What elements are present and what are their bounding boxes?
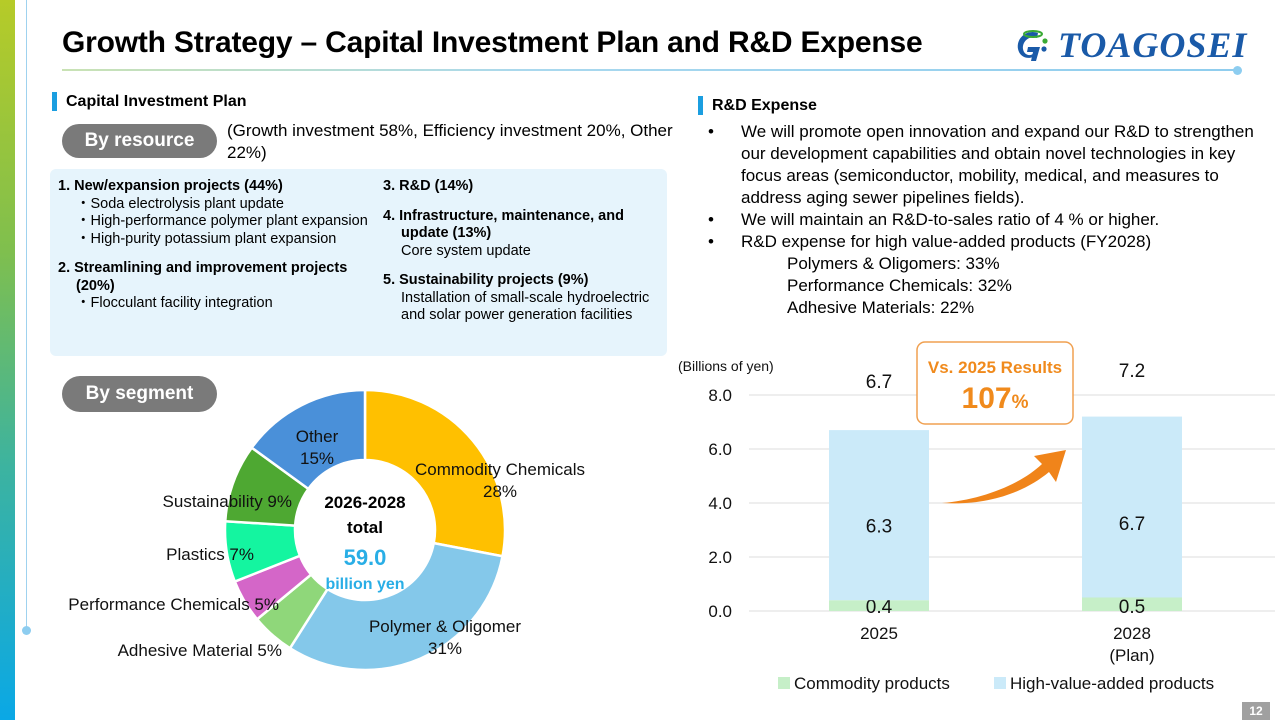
donut-label: Commodity Chemicals (415, 460, 585, 479)
resource-column-left: 1. New/expansion projects (44%) ・Soda ele… (58, 178, 378, 325)
bullet-icon: • (708, 232, 714, 251)
rd-bullet: • We will promote open innovation and exp… (704, 121, 1279, 209)
title-underline (62, 69, 1238, 71)
y-tick-label: 6.0 (708, 440, 732, 459)
donut-value-label: 31% (428, 639, 462, 658)
resource-item: 3. R&D (14%) (383, 178, 663, 196)
donut-label: Adhesive Material 5% (118, 641, 282, 660)
logo-mark-icon (1012, 25, 1058, 65)
y-tick-label: 8.0 (708, 386, 732, 405)
rd-bullet-list: • We will promote open innovation and exp… (704, 121, 1279, 319)
donut-value-label: 15% (300, 449, 334, 468)
resource-item-detail: ・Soda electrolysis plant update (76, 195, 284, 212)
logo-text: TOAGOSEI (1058, 25, 1248, 65)
donut-center-unit: billion yen (325, 576, 404, 593)
resource-details-box: 1. New/expansion projects (44%) ・Soda ele… (50, 169, 667, 356)
page-title: Growth Strategy – Capital Investment Pla… (62, 26, 923, 59)
decorative-dot (22, 626, 31, 635)
annotation-title: Vs. 2025 Results (928, 358, 1062, 377)
y-tick-label: 2.0 (708, 548, 732, 567)
heading-accent-bar (52, 92, 57, 111)
rd-bullet-text: We will promote open innovation and expa… (741, 122, 1254, 207)
rd-bullet-text: We will maintain an R&D-to-sales ratio o… (741, 210, 1160, 229)
donut-slice-other (249, 388, 367, 491)
resource-item-detail: Core system update (401, 242, 531, 259)
capital-section-title: Capital Investment Plan (66, 92, 247, 110)
donut-label: Sustainability 9% (163, 492, 292, 511)
bar-value-label: 0.4 (866, 597, 893, 618)
resource-item-detail: ・High-purity potassium plant expansion (76, 230, 337, 247)
resource-item-detail: Installation of small-scale hydroelectri… (401, 289, 650, 324)
rd-bullet-text: R&D expense for high value-added product… (741, 232, 1152, 251)
donut-label: Performance Chemicals 5% (68, 595, 279, 614)
bar-value-label: 6.7 (1119, 514, 1145, 535)
donut-slice-polymer-oligomer (288, 541, 504, 672)
growth-annotation-box (916, 341, 1074, 425)
rd-sub-item: Adhesive Materials: 22% (787, 298, 975, 317)
rd-sub-item: Polymers & Oligomers: 33% (787, 254, 1000, 273)
bar-high-value-2028 (1082, 416, 1182, 598)
rd-bullet: • We will maintain an R&D-to-sales ratio … (704, 209, 1279, 231)
segment-donut-chart: Commodity Chemicals 28% Polymer & Oligomer… (68, 388, 585, 672)
rd-section-heading: R&D Expense (698, 96, 817, 115)
y-tick-label: 4.0 (708, 494, 732, 513)
by-resource-pill: By resource (62, 124, 217, 158)
resource-item-heading: 2. Streamlining and improvement projects… (58, 260, 348, 294)
bar-total-label: 7.2 (1119, 361, 1145, 382)
resource-column-right: 3. R&D (14%) 4. Infrastructure, maintenan… (383, 178, 663, 337)
donut-label: Polymer & Oligomer (369, 617, 521, 636)
donut-center-period: 2026-2028 (324, 493, 405, 512)
decorative-vertical-line (26, 0, 27, 630)
rd-bullet: • R&D expense for high value-added produc… (704, 231, 1279, 253)
resource-item-detail: ・High-performance polymer plant expansio… (76, 213, 368, 229)
resource-item: 5. Sustainability projects (9%) Installat… (383, 272, 663, 325)
by-segment-pill: By segment (62, 376, 217, 412)
rd-section-title: R&D Expense (712, 96, 817, 114)
growth-arrow-icon (942, 450, 1066, 504)
bar-commodity-2025 (829, 600, 929, 611)
bar-value-label: 6.3 (866, 517, 892, 538)
bar-total-label: 6.7 (866, 372, 892, 393)
legend-swatch (994, 677, 1006, 689)
bullet-icon: • (708, 210, 714, 229)
resource-item: 2. Streamlining and improvement projects… (58, 260, 378, 313)
heading-accent-bar (698, 96, 703, 115)
bullet-icon: • (708, 122, 714, 141)
resource-item-heading: 5. Sustainability projects (9%) (383, 272, 589, 288)
resource-item-heading: 4. Infrastructure, maintenance, and upda… (383, 207, 624, 242)
y-axis-unit-label: (Billions of yen) (678, 358, 774, 374)
legend-label: High-value-added products (1010, 674, 1214, 693)
resource-breakdown-note: (Growth investment 58%, Efficiency inves… (227, 121, 673, 162)
x-category-label: 2025 (860, 624, 898, 643)
left-accent-stripe (0, 0, 15, 720)
donut-value-label: 28% (483, 482, 517, 501)
resource-item: 4. Infrastructure, maintenance, and upda… (383, 208, 663, 261)
page-number: 12 (1242, 702, 1270, 720)
bar-value-label: 0.5 (1119, 597, 1145, 618)
title-underline-dot (1233, 66, 1242, 75)
annotation-value: 107% (962, 382, 1029, 415)
legend-label: Commodity products (794, 674, 950, 693)
resource-item-detail: ・Flocculant facility integration (76, 295, 273, 311)
company-logo: TOAGOSEI (1012, 24, 1247, 66)
donut-center-total-label: total (347, 518, 383, 537)
legend-swatch (778, 677, 790, 689)
rd-expense-bar-chart: (Billions of yen) 0.0 2.0 4.0 6.0 8.0 0.4 6.3 6.… (678, 341, 1275, 693)
y-tick-label: 0.0 (708, 602, 732, 621)
resource-item-heading: 1. New/expansion projects (44%) (58, 178, 283, 194)
donut-label: Other (296, 427, 339, 446)
resource-item: 1. New/expansion projects (44%) ・Soda ele… (58, 178, 378, 248)
donut-center-value: 59.0 (344, 545, 387, 570)
x-category-label: 2028 (1113, 624, 1151, 643)
bar-commodity-2028 (1082, 597, 1182, 611)
resource-item-heading: 3. R&D (14%) (383, 178, 474, 194)
donut-label: Plastics 7% (166, 545, 254, 564)
rd-sub-item: Performance Chemicals: 32% (787, 276, 1012, 295)
capital-section-heading: Capital Investment Plan (52, 92, 247, 111)
x-category-label: (Plan) (1109, 646, 1154, 665)
bar-high-value-2025 (829, 430, 929, 601)
donut-slice-commodity-chemicals (363, 388, 507, 558)
